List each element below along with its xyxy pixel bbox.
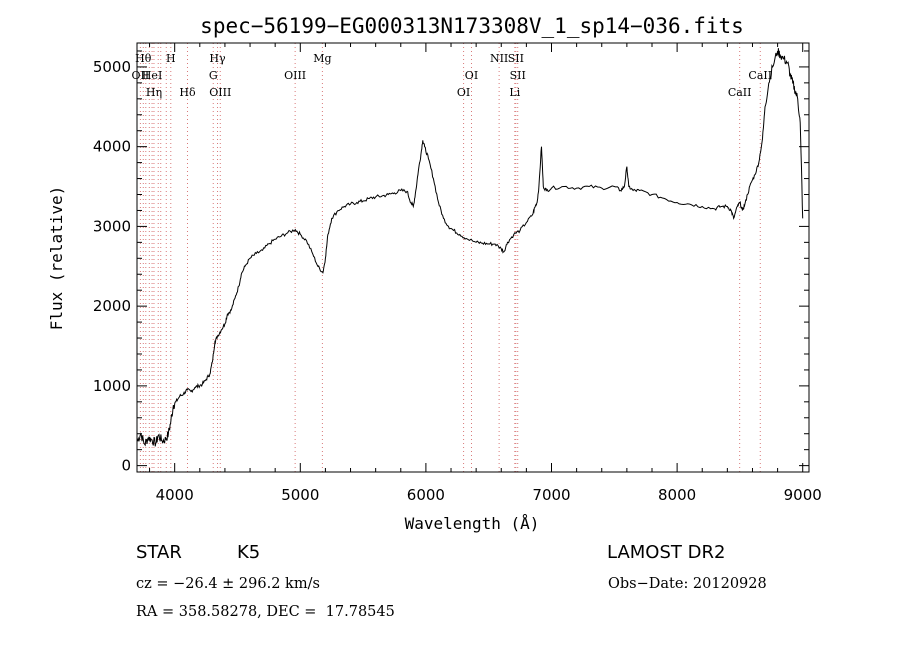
line-label: Li xyxy=(509,86,520,99)
observation-date: Obs−Date: 20120928 xyxy=(608,576,767,592)
x-tick-label: 9000 xyxy=(784,486,822,504)
object-class: STAR xyxy=(136,542,182,563)
y-tick-label: 3000 xyxy=(93,217,131,235)
object-subclass: K5 xyxy=(237,542,261,563)
line-label: Hθ xyxy=(135,52,152,65)
coordinates: RA = 358.58278, DEC = 17.78545 xyxy=(136,604,395,620)
y-axis-label: Flux (relative) xyxy=(47,186,66,331)
line-label: SII xyxy=(510,69,526,82)
line-label: OII xyxy=(132,69,150,82)
line-label: CaII xyxy=(748,69,772,82)
line-label: OI xyxy=(465,69,478,82)
plot-frame xyxy=(136,42,810,473)
y-tick-label: 4000 xyxy=(93,138,131,156)
y-tick-label: 0 xyxy=(121,457,131,475)
line-label: Mg xyxy=(313,52,331,65)
x-axis-ticks: 4000 5000 6000 7000 8000 9000 xyxy=(149,43,822,504)
y-tick-label: 5000 xyxy=(93,58,131,76)
line-label: OIII xyxy=(209,86,231,99)
line-label: G xyxy=(209,69,218,82)
line-label: NII xyxy=(490,52,508,65)
survey-name: LAMOST DR2 xyxy=(607,542,726,563)
x-tick-label: 7000 xyxy=(532,486,570,504)
y-tick-label: 2000 xyxy=(93,297,131,315)
x-tick-label: 6000 xyxy=(407,486,445,504)
x-tick-label: 5000 xyxy=(281,486,319,504)
x-tick-label: 8000 xyxy=(658,486,696,504)
line-label: Hδ xyxy=(179,86,196,99)
y-tick-label: 1000 xyxy=(93,377,131,395)
line-label: OI xyxy=(457,86,470,99)
line-label: SII xyxy=(508,52,524,65)
line-label: Hη xyxy=(146,86,162,99)
line-label: H xyxy=(166,52,176,65)
spectral-line-markers xyxy=(139,43,761,472)
line-label: CaII xyxy=(728,86,752,99)
line-label: HeI xyxy=(142,69,162,82)
line-label: OIII xyxy=(284,69,306,82)
redshift-velocity: cz = −26.4 ± 296.2 km/s xyxy=(136,576,320,592)
line-label: Hγ xyxy=(209,52,226,65)
y-axis-ticks: 0 1000 2000 3000 4000 5000 xyxy=(93,50,809,475)
chart-title: spec−56199−EG000313N173308V_1_sp14−036.f… xyxy=(200,14,744,38)
spectrum-series-line xyxy=(136,48,804,447)
x-axis-label: Wavelength (Å) xyxy=(405,514,540,533)
x-tick-label: 4000 xyxy=(156,486,194,504)
